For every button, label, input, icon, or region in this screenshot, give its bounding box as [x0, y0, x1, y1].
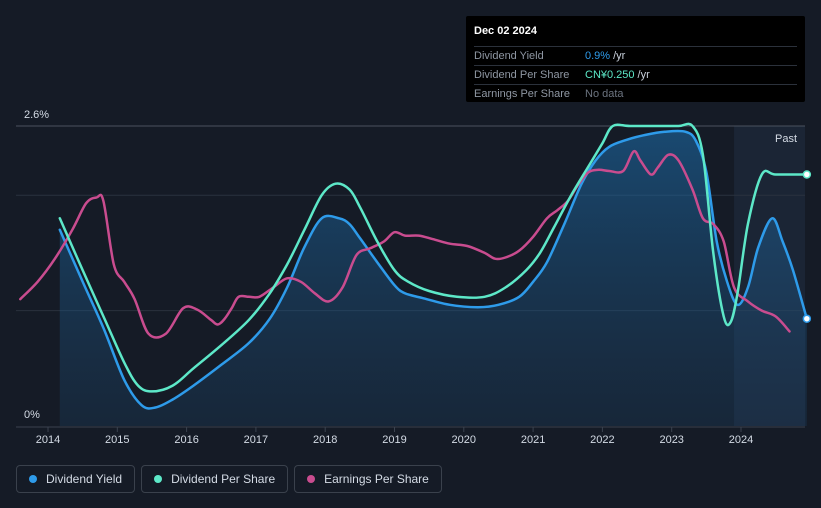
legend-dividend-yield[interactable]: Dividend Yield — [16, 465, 136, 493]
legend-dot-icon — [29, 475, 37, 483]
tooltip-value: No data — [585, 88, 624, 100]
y-tick-bottom: 0% — [24, 409, 40, 421]
legend-label: Dividend Per Share — [171, 472, 276, 486]
x-tick-label: 2016 — [174, 434, 198, 446]
legend-label: Earnings Per Share — [324, 472, 429, 486]
x-tick-label: 2015 — [105, 434, 129, 446]
x-tick-label: 2014 — [36, 434, 60, 446]
earnings-per-share-line — [19, 149, 791, 339]
past-label: Past — [775, 133, 797, 145]
tooltip-value: CN¥0.250 — [585, 69, 635, 81]
dividend-yield-line — [58, 129, 809, 410]
tooltip-label: Dividend Per Share — [474, 69, 570, 81]
x-tick-label: 2024 — [729, 434, 753, 446]
tooltip-row-earnings-per-share: Earnings Per Share No data — [474, 85, 797, 103]
legend-dot-icon — [154, 475, 163, 483]
x-tick-label: 2019 — [382, 434, 406, 446]
x-tick-label: 2020 — [452, 434, 476, 446]
tooltip: Dec 02 2024 Dividend Yield 0.9% /yr Divi… — [466, 16, 805, 102]
legend-label: Dividend Yield — [46, 472, 123, 486]
tooltip-unit: /yr — [637, 69, 650, 81]
tooltip-date: Dec 02 2024 — [474, 16, 797, 47]
legend-earnings-per-share[interactable]: Earnings Per Share — [294, 465, 442, 493]
legend-dividend-per-share[interactable]: Dividend Per Share — [141, 465, 289, 493]
dividend-yield-endpoint — [802, 314, 812, 323]
tooltip-label: Dividend Yield — [474, 50, 544, 62]
dividend-yield-area — [59, 130, 807, 426]
x-tick-label: 2022 — [590, 434, 614, 446]
dividend-per-share-line — [58, 122, 809, 393]
tooltip-row-dividend-per-share: Dividend Per Share CN¥0.250 /yr — [474, 66, 797, 85]
x-tick-label: 2021 — [521, 434, 545, 446]
legend-dot-icon — [307, 475, 316, 483]
dividend-per-share-endpoint — [802, 170, 812, 179]
x-tick-label: 2023 — [659, 434, 683, 446]
x-tick-label: 2018 — [313, 434, 337, 446]
tooltip-label: Earnings Per Share — [474, 88, 570, 100]
x-tick-label: 2017 — [244, 434, 268, 446]
legend: Dividend Yield Dividend Per Share Earnin… — [16, 465, 442, 493]
tooltip-value: 0.9% — [585, 50, 611, 62]
tooltip-unit: /yr — [613, 50, 626, 62]
tooltip-row-dividend-yield: Dividend Yield 0.9% /yr — [474, 47, 797, 66]
y-tick-top: 2.6% — [24, 109, 49, 121]
